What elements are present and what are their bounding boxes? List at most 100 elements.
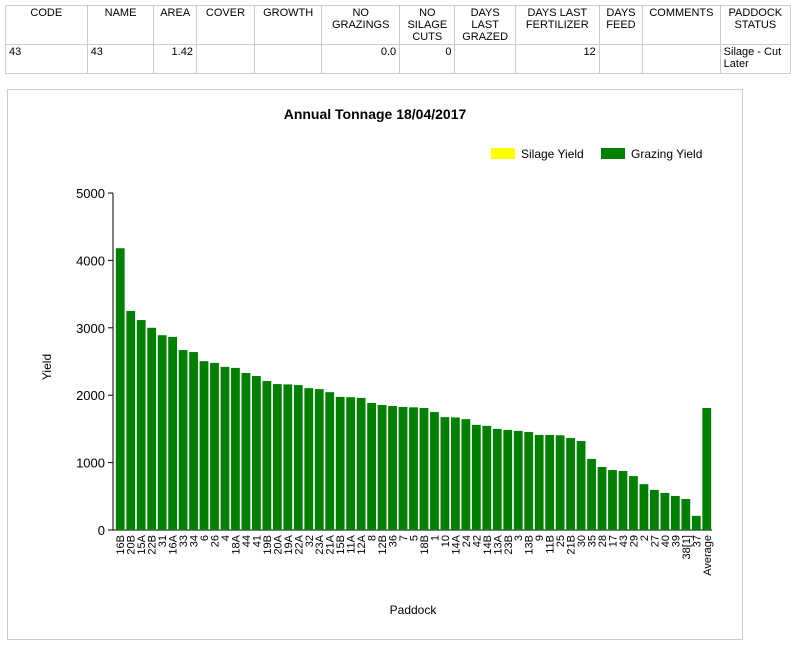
bar xyxy=(629,476,638,530)
bar xyxy=(587,458,596,530)
bar xyxy=(168,336,178,530)
bar xyxy=(314,389,324,530)
bar xyxy=(147,327,157,530)
bar xyxy=(576,441,586,530)
bar xyxy=(293,385,303,530)
x-tick-label: 15A xyxy=(136,534,148,554)
bar xyxy=(461,419,471,530)
x-tick-label: 12B xyxy=(377,535,389,555)
bar xyxy=(335,396,345,530)
bar xyxy=(681,498,691,530)
legend-label: Grazing Yield xyxy=(631,147,702,161)
x-tick-label: 10 xyxy=(440,535,452,547)
bar xyxy=(649,489,659,530)
x-tick-label: 34 xyxy=(189,535,201,547)
x-tick-label: 14A xyxy=(450,534,462,554)
header-line: LAST xyxy=(471,19,499,31)
x-tick-label: 29 xyxy=(628,535,640,547)
x-tick-label: 42 xyxy=(471,535,483,547)
x-tick-label: 27 xyxy=(649,535,661,547)
x-tick-label: 16A xyxy=(168,534,180,554)
legend-swatch xyxy=(491,148,515,159)
x-tick-label: 13A xyxy=(492,534,504,554)
bar xyxy=(304,388,314,530)
x-tick-label: 14B xyxy=(482,535,494,555)
x-tick-label: 30 xyxy=(576,535,588,547)
header-line: COVER xyxy=(205,7,246,19)
bar xyxy=(325,392,335,530)
x-tick-label: 19A xyxy=(283,534,295,554)
bar xyxy=(524,431,534,530)
header-line: COMMENTS xyxy=(649,7,714,19)
bar xyxy=(272,384,282,530)
bar xyxy=(220,366,230,530)
bar xyxy=(356,397,366,530)
header-line: FEED xyxy=(606,19,636,31)
x-tick-label: 43 xyxy=(618,535,630,547)
x-tick-label: 23A xyxy=(314,534,326,554)
bar xyxy=(702,408,712,530)
bar xyxy=(157,335,167,530)
column-header: DAYS LAST GRAZED xyxy=(454,5,516,45)
bar xyxy=(398,406,408,530)
x-tick-label: 11B xyxy=(545,535,557,554)
x-tick-label: 41 xyxy=(251,535,263,547)
bar xyxy=(545,434,555,530)
x-tick-label: 5 xyxy=(409,535,421,541)
column-header: COVER xyxy=(195,5,256,45)
bar xyxy=(388,405,397,530)
bar xyxy=(492,428,502,530)
x-tick-label: 31 xyxy=(157,535,169,547)
bar xyxy=(199,361,209,530)
header-line: GRAZINGS xyxy=(331,19,390,31)
x-tick-label: 40 xyxy=(660,535,672,547)
bar xyxy=(409,407,418,530)
bar xyxy=(513,430,523,530)
bar xyxy=(534,434,544,530)
x-tick-label: 21B xyxy=(566,535,578,555)
x-tick-label: 25 xyxy=(555,535,567,547)
bar xyxy=(262,381,272,530)
x-tick-label: 35 xyxy=(587,535,599,547)
x-tick-label: 20B xyxy=(126,535,138,555)
x-tick-label: 2 xyxy=(639,535,651,541)
bar xyxy=(210,362,219,530)
x-tick-label: 3 xyxy=(513,535,525,541)
bar xyxy=(367,402,377,530)
table-cell xyxy=(454,44,516,74)
bar xyxy=(419,408,429,530)
x-tick-label: 39 xyxy=(670,535,682,547)
bar xyxy=(670,495,680,530)
x-tick-label: 12A xyxy=(356,534,368,554)
y-tick-label: 5000 xyxy=(76,186,105,201)
table-cell: 12 xyxy=(514,44,600,74)
x-tick-label: 44 xyxy=(241,535,253,547)
table-cell: 43 xyxy=(86,44,155,74)
y-tick-label: 4000 xyxy=(76,253,105,268)
y-axis-label: Yield xyxy=(40,354,54,380)
header-line: DAYS xyxy=(606,7,636,19)
bar xyxy=(691,515,701,530)
header-line: DAYS xyxy=(470,7,500,19)
header-line: STATUS xyxy=(734,19,777,31)
x-tick-label: 18A xyxy=(230,534,242,554)
y-tick-label: 3000 xyxy=(76,321,105,336)
bar xyxy=(555,435,565,530)
x-tick-label: 38[1] xyxy=(681,535,693,559)
header-line: NO xyxy=(352,7,369,19)
x-tick-label: 6 xyxy=(199,535,211,541)
x-tick-label: 36 xyxy=(388,535,400,547)
header-line: CUTS xyxy=(412,31,443,43)
table-row: 43 43 1.42 0.0 0 12 Silage - Cut Later xyxy=(5,44,791,74)
column-header: GROWTH xyxy=(254,5,323,45)
bar xyxy=(189,352,198,530)
bar xyxy=(566,437,576,530)
x-tick-label: 21A xyxy=(325,534,337,554)
table-cell: Silage - Cut Later xyxy=(719,44,791,74)
table-cell xyxy=(254,44,323,74)
bar xyxy=(597,466,607,530)
chart-frame xyxy=(7,89,743,640)
y-tick-label: 1000 xyxy=(76,456,105,471)
legend-label: Silage Yield xyxy=(521,147,584,161)
